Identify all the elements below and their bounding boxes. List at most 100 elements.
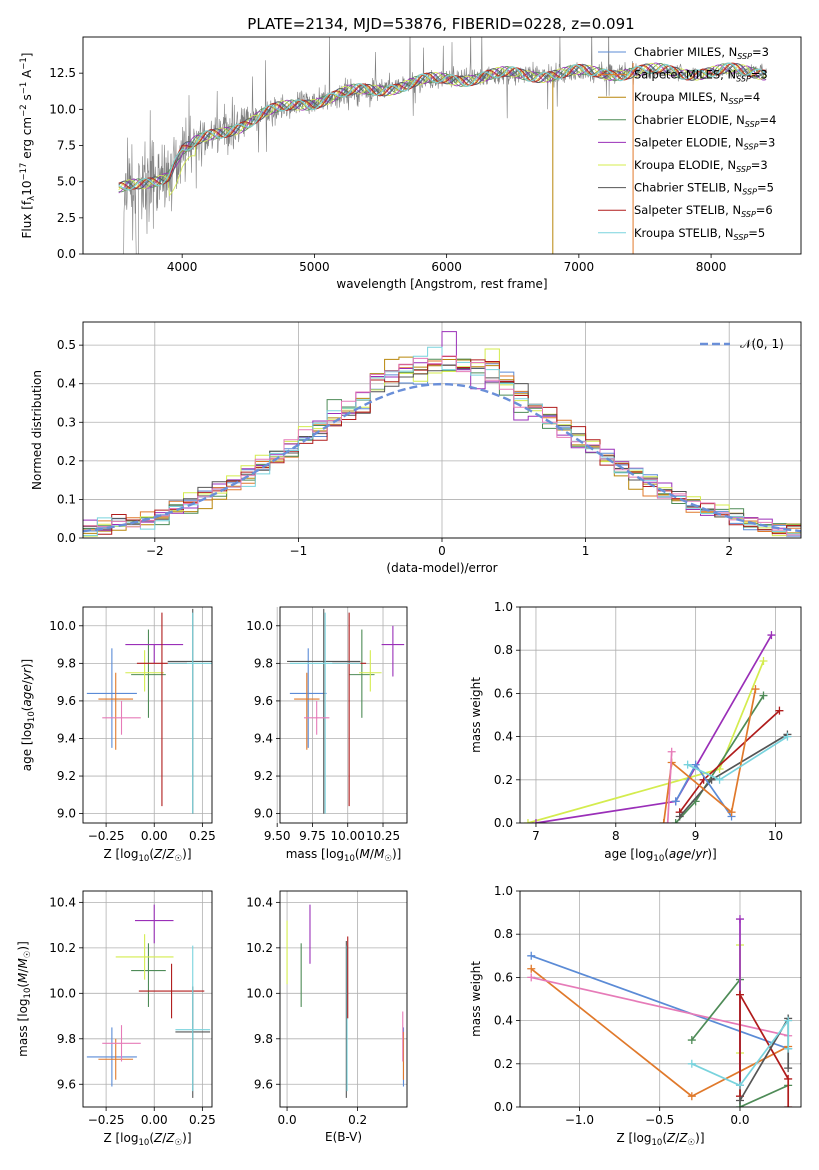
weight-marker (675, 812, 684, 821)
weight-line (531, 976, 789, 1037)
weight_vs_Z-x-axis-label: Z [log10(Z/Z☉)] (616, 1131, 704, 1148)
x-tick-label: 8 (612, 829, 620, 843)
weight_vs_Z-plot-area (527, 915, 793, 1107)
x-tick-label: 0.25 (189, 1113, 216, 1127)
y-tick-label: 0.8 (494, 643, 513, 657)
model-spectrum-kroupa-elodie (118, 62, 767, 197)
legend-entry: Chabrier ELODIE, NSSP=4 (634, 113, 776, 129)
axes-frame (279, 890, 408, 1108)
y-tick-label: 10.0 (246, 619, 273, 633)
x-tick-label: −0.25 (88, 1113, 125, 1127)
error-bar-point (289, 612, 361, 814)
legend-entry: Salpeter STELIB, NSSP=6 (634, 203, 773, 219)
weight-marker (775, 706, 784, 715)
y-tick-label: 0.0 (57, 531, 76, 545)
y-tick-label: 1.0 (494, 600, 513, 614)
error-bar-point (115, 934, 174, 980)
age_vs_mass-plot-area (287, 608, 405, 814)
weight-marker (687, 1036, 696, 1045)
weight-marker (759, 691, 768, 700)
weight-marker (687, 1059, 696, 1068)
x-tick-label: 0.0 (278, 1113, 297, 1127)
y-tick-label: 0.4 (57, 377, 76, 391)
error-bar-point (102, 700, 141, 735)
x-tick-label: 10.25 (366, 829, 400, 843)
x-tick-label: 2 (725, 544, 733, 558)
x-tick-label: 9 (692, 829, 700, 843)
mass-vs-z-y-axis-label: mass [log10(M/M☉)] (16, 941, 33, 1057)
y-tick-label: 10.2 (246, 941, 273, 955)
y-tick-label: 0.1 (57, 492, 76, 506)
axes-frame (82, 36, 802, 255)
residuals-legend-label: 𝒩(0, 1) (740, 337, 784, 351)
weight-marker (784, 1016, 793, 1025)
y-tick-label: 10.0 (49, 102, 76, 116)
model-spectrum-salpeter-stelib (118, 62, 767, 190)
weight-marker (667, 747, 676, 756)
error-bar-point (167, 612, 212, 814)
age-vs-mass-x-axis-label: mass [log10(M/M☉)] (286, 847, 402, 864)
axes-frame (519, 890, 802, 1108)
y-tick-label: 9.6 (57, 1077, 76, 1091)
x-tick-label: 0.25 (189, 829, 216, 843)
error-bar-point (381, 625, 405, 677)
y-tick-label: 9.4 (57, 731, 76, 745)
y-tick-label: 0.8 (494, 927, 513, 941)
x-tick-label: 7 (532, 829, 540, 843)
y-tick-label: 0.6 (494, 686, 513, 700)
y-tick-label: 9.6 (254, 1077, 273, 1091)
mass-vs-ebv-x-axis-label: E(B-V) (325, 1130, 362, 1144)
weight-marker (663, 819, 672, 823)
x-tick-label: 4000 (167, 260, 198, 274)
y-tick-label: 9.2 (254, 769, 273, 783)
spectrum-x-axis-label: wavelength [Angstrom, rest frame] (336, 277, 547, 291)
spectrum-y-axis-label: Flux [fλ10−17 erg cm−2 s−1 A−1] (19, 53, 37, 239)
error-bar-point (359, 650, 382, 692)
y-tick-label: 9.6 (57, 694, 76, 708)
residuals-panel: −2 −1 0 1 2 0.0 0.1 0.2 0.3 0.4 0.5 (data-model)/er… (30, 321, 802, 575)
weight-marker (735, 990, 744, 999)
weight-marker (767, 631, 776, 640)
x-tick-label: 5000 (299, 260, 330, 274)
weight-series (675, 730, 792, 821)
weight_vs_age-panel: 7 8 9 10 0.0 0.2 0.4 0.6 0.8 1.0 age [log10(age/yr… (469, 600, 802, 864)
age-vs-z-y-axis-label: age [log10(age/yr)] (20, 659, 37, 772)
weight-series (687, 1016, 793, 1090)
mass-vs-z-x-axis-label: Z [log10(Z/Z☉)] (103, 1131, 191, 1148)
x-tick-label: 10.00 (331, 829, 365, 843)
age_vs_mass-panel: 9.50 9.75 10.00 10.25 9.0 9.2 9.4 9.6 9.8 10.0 mas… (246, 606, 408, 864)
error-bar-point (125, 650, 164, 692)
y-tick-label: 10.4 (49, 895, 76, 909)
y-tick-label: 0.0 (57, 247, 76, 261)
y-tick-label: 10.0 (49, 619, 76, 633)
y-tick-label: 0.2 (494, 773, 513, 787)
error-bar-point (131, 943, 166, 1007)
y-tick-label: 9.4 (254, 731, 273, 745)
y-tick-label: 0.2 (494, 1057, 513, 1071)
error-bar-point (86, 1027, 137, 1087)
y-tick-label: 9.6 (254, 694, 273, 708)
weight-marker (783, 732, 792, 741)
x-tick-label: 0.00 (141, 1113, 168, 1127)
x-tick-label: 6000 (431, 260, 462, 274)
x-tick-label: 9.50 (264, 829, 291, 843)
age_vs_Z-panel: −0.25 0.00 0.25 9.0 9.2 9.4 9.6 9.8 10.0 Z [log10… (20, 606, 216, 864)
error-bar-point (102, 1025, 141, 1062)
error-bar-point (138, 963, 205, 1019)
weight-marker (727, 808, 736, 817)
x-tick-label: −0.25 (88, 829, 125, 843)
y-tick-label: 9.2 (57, 769, 76, 783)
error-bar-point (289, 648, 327, 748)
y-tick-label: 9.8 (254, 1032, 273, 1046)
x-tick-label: 0.2 (348, 1113, 367, 1127)
y-tick-label: 10.4 (246, 895, 273, 909)
error-bar-point (294, 672, 320, 750)
normal-distribution-curve (83, 382, 801, 533)
age-vs-z-x-axis-label: Z [log10(Z/Z☉)] (103, 847, 191, 864)
legend-entry: Chabrier MILES, NSSP=3 (634, 45, 769, 61)
axes-frame (519, 606, 802, 824)
weight-marker (735, 1096, 744, 1105)
weight-marker (784, 1103, 793, 1107)
residuals-y-axis-label: Normed distribution (30, 370, 44, 490)
weight-marker (683, 760, 692, 769)
